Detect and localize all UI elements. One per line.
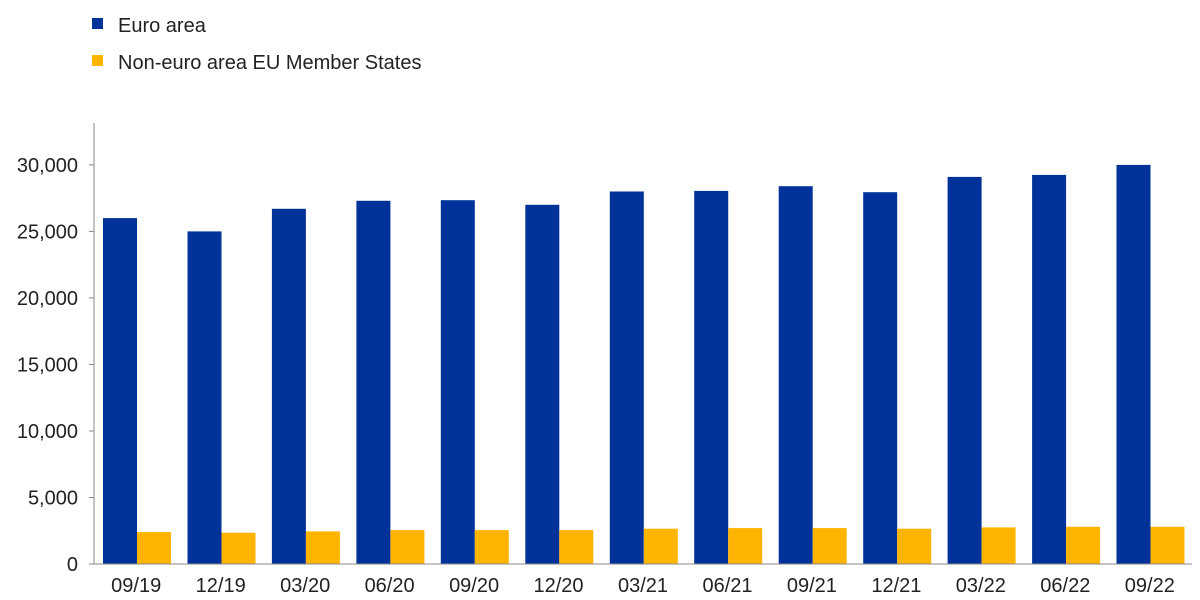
bar-non-euro-area-12-21 [897,528,932,564]
bar-non-euro-area-12-19 [221,532,256,564]
bar-euro-area-12-20 [525,204,560,565]
bar-non-euro-area-06-20 [390,530,425,564]
x-tick-label: 09/20 [449,575,499,597]
y-tick-label: 0 [67,554,78,576]
bar-non-euro-area-03-21 [643,528,678,564]
x-tick-label: 06/21 [702,575,752,597]
y-tick-label: 5,000 [28,488,78,510]
bar-euro-area-03-20 [271,208,306,565]
x-tick-label: 03/20 [280,575,330,597]
bar-non-euro-area-09-19 [137,532,171,564]
x-tick-label: 09/19 [111,575,161,597]
bar-non-euro-area-03-20 [305,531,340,564]
legend-swatch-euro-area [92,18,103,29]
x-tick-label: 06/20 [365,575,415,597]
bar-euro-area-09-20 [440,200,475,564]
legend-swatch-non-euro-area [92,55,103,66]
legend-label-non-euro-area: Non-euro area EU Member States [118,52,421,74]
bar-euro-area-12-19 [187,231,222,564]
y-tick-label: 25,000 [17,221,78,243]
x-tick-label: 12/20 [533,575,583,597]
bar-euro-area-09-22 [1116,164,1151,564]
legend-label-euro-area: Euro area [118,15,207,37]
y-tick-label: 30,000 [17,155,78,177]
x-tick-label: 12/19 [196,575,246,597]
x-tick-label: 09/22 [1125,575,1175,597]
axes: 09/19 12/19 03/20 06/20 09/20 12/20 03/21 06/21… [17,123,1192,597]
y-tick-label: 10,000 [17,421,78,443]
legend: Euro area Non-euro area EU Member States [92,15,421,74]
bar-euro-area-09-19 [103,218,137,564]
bar-non-euro-area-09-20 [474,530,509,564]
bar-non-euro-area-06-22 [1066,526,1101,564]
x-tick-label: 09/21 [787,575,837,597]
bar-euro-area-06-21 [694,190,729,564]
bar-non-euro-area-06-21 [728,528,763,564]
x-tick-label: 03/22 [956,575,1006,597]
bar-euro-area-03-22 [947,176,982,564]
y-tick-label: 20,000 [17,288,78,310]
bar-euro-area-06-22 [1032,174,1067,564]
x-tick-label: 12/21 [871,575,921,597]
x-tick-label: 03/21 [618,575,668,597]
bar-non-euro-area-09-21 [812,528,847,564]
x-tick-label: 06/22 [1040,575,1090,597]
bar-non-euro-area-09-22 [1150,526,1185,564]
bar-euro-area-09-21 [778,186,813,564]
bar-euro-area-12-21 [863,192,898,564]
bar-non-euro-area-12-20 [559,530,594,564]
bar-non-euro-area-03-22 [981,527,1016,564]
plot-area [103,164,1185,565]
y-tick-label: 15,000 [17,355,78,377]
bar-euro-area-06-20 [356,200,391,565]
bar-euro-area-03-21 [609,191,644,564]
